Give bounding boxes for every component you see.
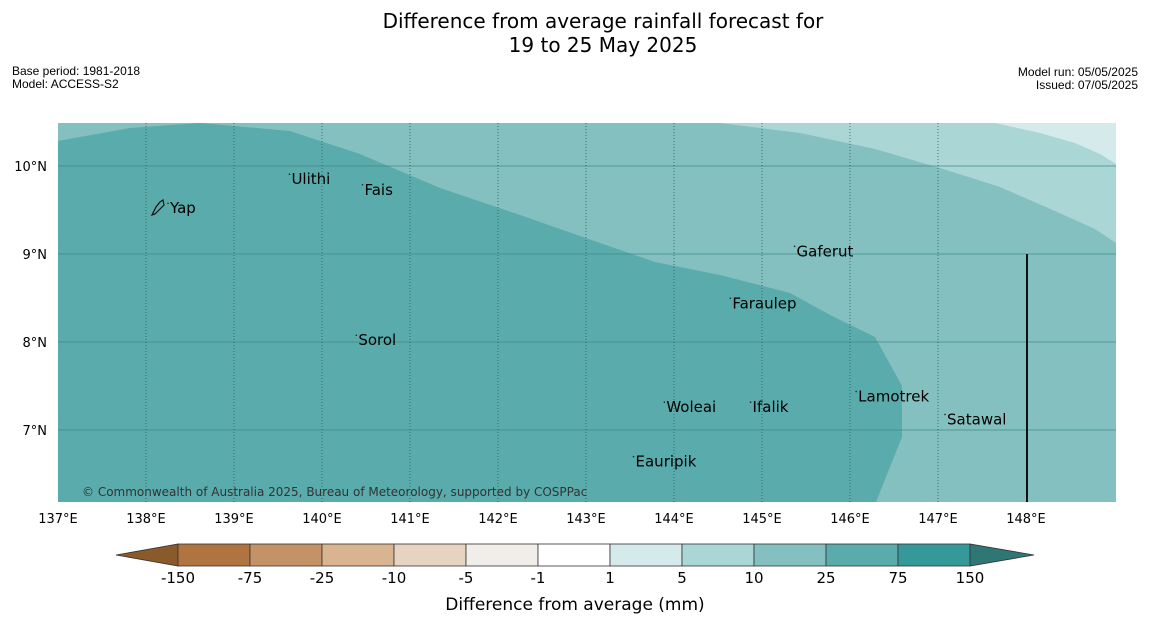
place-label: Faraulep xyxy=(732,294,796,312)
place-label: Woleai xyxy=(666,398,716,416)
colorbar-segment xyxy=(393,543,467,567)
latitude-label: 9°N xyxy=(23,248,48,263)
colorbar-segment xyxy=(609,543,683,567)
place-marker xyxy=(355,334,358,337)
colorbar-tick-label: 75 xyxy=(888,569,907,587)
colorbar-segment xyxy=(753,543,827,567)
colorbar-tick-label: -75 xyxy=(238,569,263,587)
place-label: Ifalik xyxy=(753,398,789,416)
longitude-label: 144°E xyxy=(654,512,694,527)
colorbar-segment xyxy=(681,543,755,567)
map-title: Difference from average rainfall forecas… xyxy=(0,9,1150,57)
colorbar-title: Difference from average (mm) xyxy=(445,595,704,615)
latitude-label: 8°N xyxy=(23,336,48,351)
band-5-to-10 xyxy=(720,123,1116,243)
meridians xyxy=(145,123,939,502)
latitude-label: 7°N xyxy=(23,424,48,439)
colorbar-segment xyxy=(177,543,251,567)
colorbar-tick-label: -1 xyxy=(531,569,546,587)
place-marker xyxy=(793,245,796,248)
longitude-label: 140°E xyxy=(302,512,342,527)
model-text: Model: ACCESS-S2 xyxy=(12,77,119,91)
title-line-1: Difference from average rainfall forecas… xyxy=(382,9,824,33)
place-label: Satawal xyxy=(947,410,1006,428)
meta-right: Model run: 05/05/2025 Issued: 07/05/2025 xyxy=(1018,66,1138,92)
latitude-label: 10°N xyxy=(14,160,47,175)
colorbar-segment xyxy=(537,543,611,567)
longitude-label: 147°E xyxy=(918,512,958,527)
band-1-to-5 xyxy=(995,123,1116,164)
place-marker xyxy=(944,413,946,416)
colorbar-tick-label: -5 xyxy=(459,569,474,587)
colorbar-segment xyxy=(825,543,899,567)
colorbar-extend-low xyxy=(115,543,179,567)
colorbar-tick-label: 10 xyxy=(744,569,763,587)
graticule xyxy=(58,123,1116,502)
longitude-label: 141°E xyxy=(390,512,430,527)
colorbar-tick-label: 25 xyxy=(816,569,835,587)
colorbar-tick-label: -150 xyxy=(161,569,195,587)
band-25-to-75 xyxy=(58,123,902,502)
colorbar-segment xyxy=(321,543,395,567)
longitude-label: 137°E xyxy=(38,512,78,527)
place-labels: Yap Ulithi Fais Gaferut Faraulep Sorol Lamotre… xyxy=(167,170,1006,471)
place-label: Yap xyxy=(169,199,196,217)
place-marker xyxy=(288,173,291,175)
colorbar: -150 -75 -25 -10 -5 -1 1 5 10 25 75 150 xyxy=(115,543,1035,587)
place-label: Lamotrek xyxy=(858,388,929,406)
colorbar-segment xyxy=(249,543,323,567)
place-marker xyxy=(729,297,732,300)
place-label: Ulithi xyxy=(291,170,330,188)
longitude-label: 146°E xyxy=(830,512,870,527)
place-marker xyxy=(855,390,857,393)
place-marker xyxy=(361,183,364,186)
colorbar-extend-high xyxy=(969,543,1035,567)
longitude-label: 138°E xyxy=(126,512,166,527)
base-period-text: Base period: 1981-2018 xyxy=(12,64,141,78)
place-marker xyxy=(167,202,169,205)
place-label: Eauripik xyxy=(636,453,697,471)
longitude-label: 148°E xyxy=(1006,512,1046,527)
issued-text: Issued: 07/05/2025 xyxy=(1035,78,1138,92)
colorbar-tick-label: -10 xyxy=(382,569,407,587)
model-run-text: Model run: 05/05/2025 xyxy=(1017,65,1138,79)
place-marker xyxy=(749,401,752,403)
yap-island-shape xyxy=(150,199,165,217)
place-marker xyxy=(632,455,635,458)
colorbar-tick-label: 5 xyxy=(677,569,687,587)
map-fill-layer xyxy=(58,123,1116,502)
place-marker xyxy=(663,401,666,403)
colorbar-tick-label: -25 xyxy=(310,569,335,587)
colorbar-segment xyxy=(897,543,971,567)
longitude-label: 143°E xyxy=(566,512,606,527)
title-line-2: 19 to 25 May 2025 xyxy=(508,33,698,57)
place-label: Gaferut xyxy=(797,242,854,260)
longitude-label: 139°E xyxy=(214,512,254,527)
colorbar-segment xyxy=(465,543,539,567)
longitude-label: 145°E xyxy=(742,512,782,527)
copyright-text: © Commonwealth of Australia 2025, Bureau… xyxy=(82,485,587,499)
place-label: Fais xyxy=(364,181,393,199)
meta-left: Base period: 1981-2018 Model: ACCESS-S2 xyxy=(12,65,140,91)
colorbar-tick-label: 1 xyxy=(605,569,615,587)
latitude-labels: 10°N 9°N 8°N 7°N xyxy=(14,160,47,439)
longitude-label: 142°E xyxy=(478,512,518,527)
longitude-labels: 137°E 138°E 139°E 140°E 141°E 142°E 143°E 144°E… xyxy=(38,512,1046,527)
colorbar-tick-label: 150 xyxy=(956,569,985,587)
place-label: Sorol xyxy=(358,331,396,349)
